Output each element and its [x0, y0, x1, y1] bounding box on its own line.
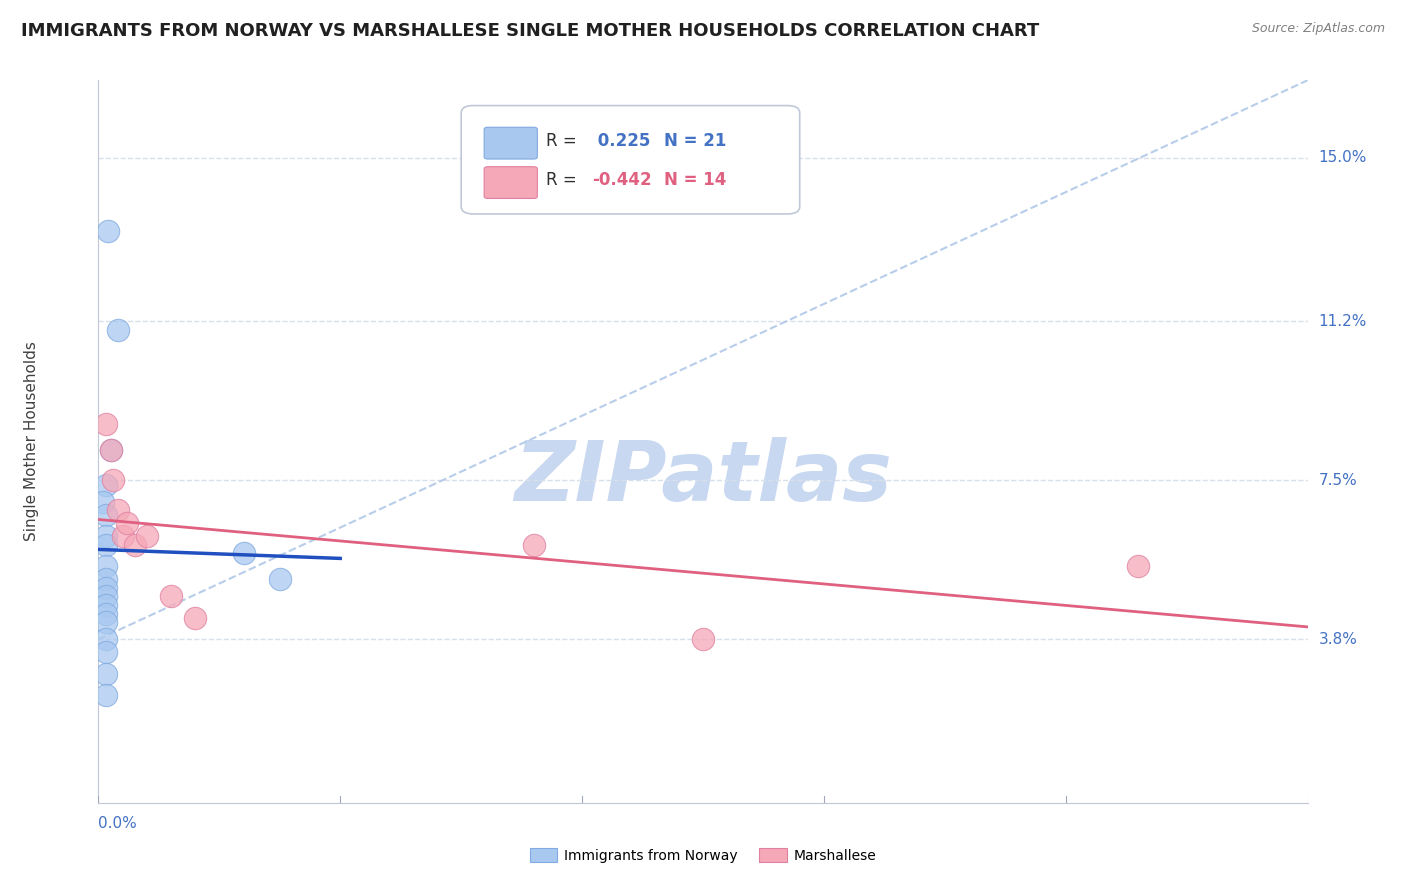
- Point: [135, 529, 157, 543]
- Text: N = 14: N = 14: [664, 171, 727, 189]
- Text: Source: ZipAtlas.com: Source: ZipAtlas.com: [1251, 22, 1385, 36]
- Point: [269, 572, 291, 586]
- Point: [1128, 559, 1150, 574]
- Point: [160, 590, 183, 604]
- Text: ZIPatlas: ZIPatlas: [515, 437, 891, 518]
- Point: [97, 224, 120, 238]
- Point: [111, 529, 134, 543]
- Point: [124, 538, 146, 552]
- Text: IMMIGRANTS FROM NORWAY VS MARSHALLESE SINGLE MOTHER HOUSEHOLDS CORRELATION CHART: IMMIGRANTS FROM NORWAY VS MARSHALLESE SI…: [21, 22, 1039, 40]
- Text: N = 21: N = 21: [664, 132, 727, 150]
- Point: [101, 473, 124, 487]
- FancyBboxPatch shape: [484, 167, 537, 199]
- FancyBboxPatch shape: [484, 128, 537, 159]
- Point: [91, 494, 114, 508]
- Point: [107, 503, 129, 517]
- Point: [94, 666, 117, 681]
- Point: [100, 443, 122, 458]
- Point: [107, 323, 129, 337]
- Point: [94, 632, 117, 647]
- Point: [184, 611, 207, 625]
- Point: [117, 516, 139, 531]
- Text: R =: R =: [546, 132, 582, 150]
- Text: R =: R =: [546, 171, 582, 189]
- Point: [94, 598, 117, 612]
- Point: [94, 688, 117, 702]
- Point: [94, 607, 117, 621]
- Legend: Immigrants from Norway, Marshallese: Immigrants from Norway, Marshallese: [524, 842, 882, 868]
- FancyBboxPatch shape: [461, 105, 800, 214]
- Point: [94, 529, 117, 543]
- Point: [94, 581, 117, 595]
- Text: 3.8%: 3.8%: [1319, 632, 1358, 647]
- Point: [232, 546, 254, 560]
- Point: [692, 632, 714, 647]
- Point: [94, 477, 117, 491]
- Text: 0.225: 0.225: [592, 132, 650, 150]
- Text: 11.2%: 11.2%: [1319, 314, 1367, 328]
- Text: Single Mother Households: Single Mother Households: [24, 342, 39, 541]
- Text: 0.0%: 0.0%: [98, 816, 138, 830]
- Point: [94, 590, 117, 604]
- Point: [94, 559, 117, 574]
- Point: [94, 508, 117, 522]
- Point: [94, 615, 117, 630]
- Text: -0.442: -0.442: [592, 171, 651, 189]
- Point: [94, 417, 117, 432]
- Text: 15.0%: 15.0%: [1319, 150, 1367, 165]
- Text: 7.5%: 7.5%: [1319, 473, 1357, 488]
- Point: [523, 538, 546, 552]
- Point: [94, 538, 117, 552]
- Point: [94, 645, 117, 659]
- Point: [100, 443, 122, 458]
- Point: [94, 572, 117, 586]
